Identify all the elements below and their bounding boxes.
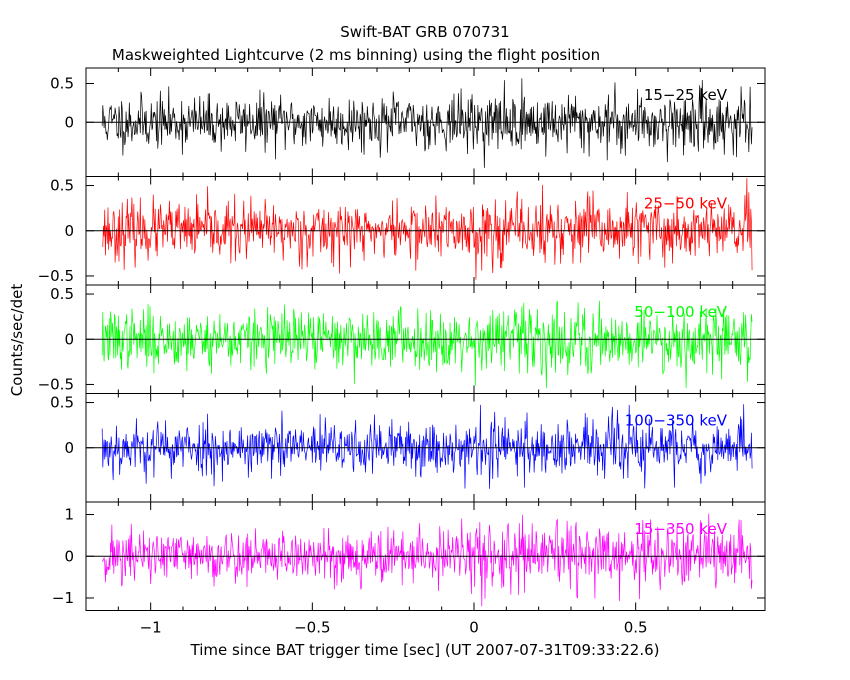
y-tick-label: 0 — [64, 330, 74, 348]
series-line — [101, 404, 753, 489]
x-tick-label: 0 — [469, 619, 479, 637]
series-line — [101, 78, 753, 168]
panel-50-100-kev: −0.5 0 0.5 50−100 keV — [38, 284, 766, 394]
y-tick-label: −0.5 — [38, 267, 74, 285]
y-tick-label: 0.5 — [50, 75, 74, 93]
y-axis-label: Counts/sec/det — [8, 284, 26, 397]
y-tick-label: 0 — [64, 222, 74, 240]
panel-15-25-kev: 0 0.5 15−25 keV — [50, 67, 766, 177]
band-label: 100−350 keV — [625, 412, 728, 430]
band-label: 15−350 keV — [634, 520, 727, 538]
y-tick-label: −1 — [52, 589, 74, 607]
y-tick-label: −0.5 — [38, 375, 74, 393]
x-axis-label: Time since BAT trigger time [sec] (UT 20… — [190, 641, 660, 659]
panel-25-50-kev: −0.5 0 0.5 25−50 keV — [38, 176, 766, 286]
band-label: 25−50 keV — [644, 195, 728, 213]
series-line — [101, 300, 753, 389]
series-line — [101, 513, 753, 607]
chart-subtitle: Maskweighted Lightcurve (2 ms binning) u… — [112, 46, 600, 64]
chart-title: Swift-BAT GRB 070731 — [340, 23, 509, 41]
y-tick-label: 1 — [64, 506, 74, 524]
y-tick-label: 0 — [64, 547, 74, 565]
x-tick-label: 0.5 — [624, 619, 648, 637]
band-label: 50−100 keV — [634, 303, 727, 321]
panel-100-350-kev: 0 0.5 100−350 keV — [50, 393, 766, 503]
y-tick-label: 0 — [64, 113, 74, 131]
band-label: 15−25 keV — [644, 86, 728, 104]
x-tick-label: −0.5 — [294, 619, 330, 637]
x-tick-label: −1 — [140, 619, 162, 637]
series-line — [101, 177, 753, 280]
y-tick-label: 0 — [64, 439, 74, 457]
y-tick-label: 0.5 — [50, 394, 74, 412]
y-tick-label: 0.5 — [50, 285, 74, 303]
y-tick-label: 0.5 — [50, 177, 74, 195]
panel-15-350-kev: −1 0 1 15−350 keV — [52, 501, 766, 611]
panels-layer: 0 0.5 15−25 keV −0.5 0 0.5 25−50 keV −0.5 0 0.5 50… — [38, 67, 766, 637]
